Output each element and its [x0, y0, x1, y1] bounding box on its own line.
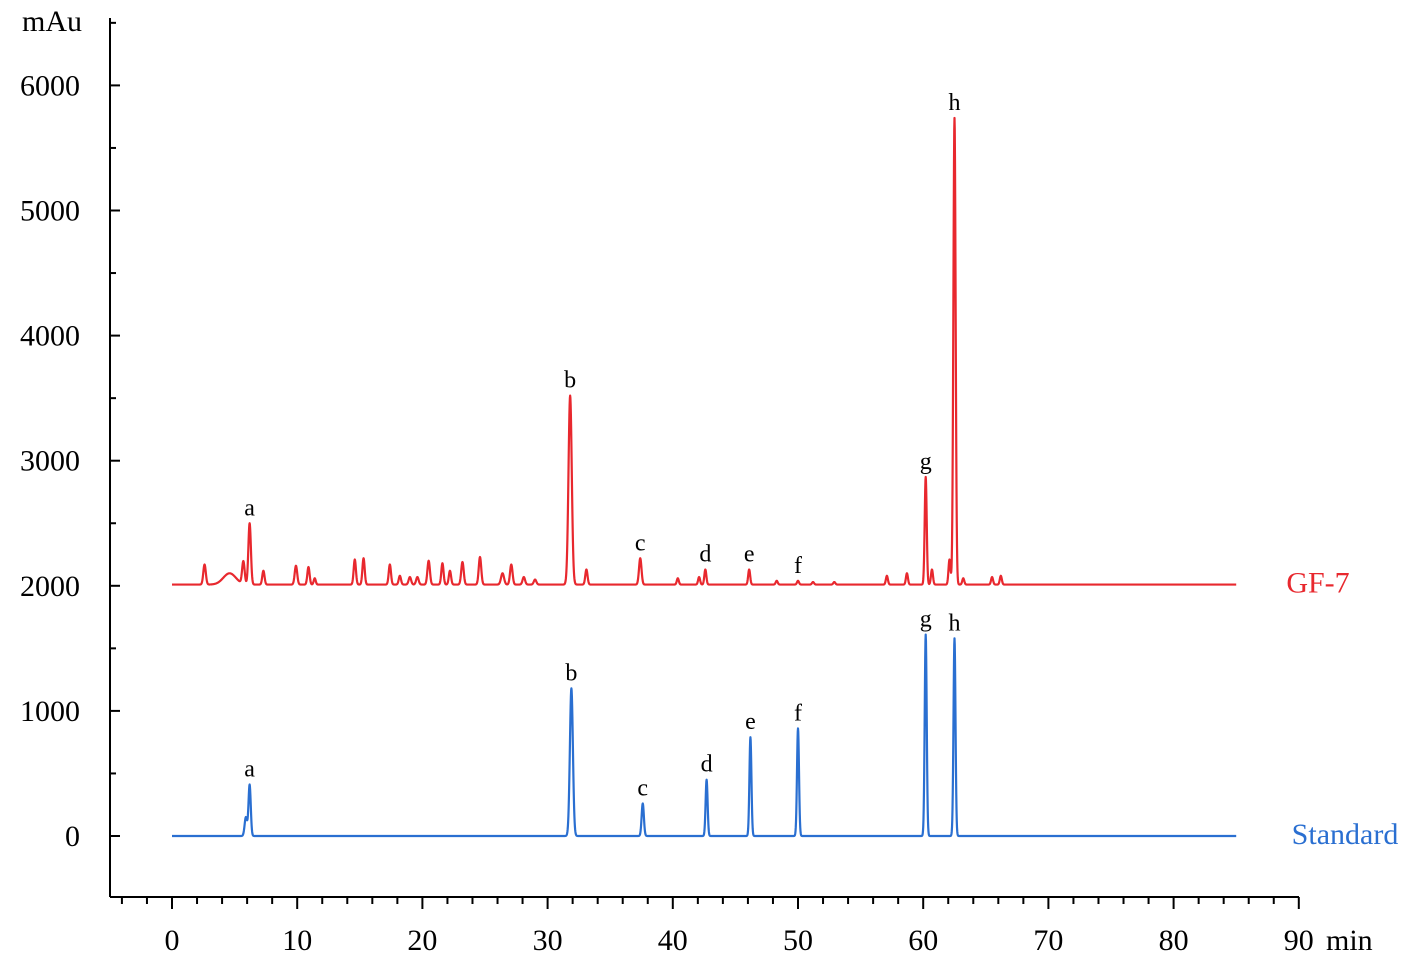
legend-layer: GF-7 Standard — [1286, 567, 1398, 851]
peak-label-a: a — [244, 495, 255, 521]
y-tick-label: 4000 — [20, 320, 80, 353]
series-line-standard — [171, 633, 1238, 838]
y-tick-label: 6000 — [20, 69, 80, 102]
peak-label-a: a — [244, 757, 255, 783]
series-name-standard: Standard — [1292, 818, 1399, 851]
x-tick-label: 90 — [1284, 924, 1314, 957]
x-axis-unit-label: min — [1326, 924, 1373, 957]
series-name-gf-7: GF-7 — [1286, 567, 1349, 600]
y-tick-label: 3000 — [20, 445, 80, 478]
x-tick-label: 40 — [658, 924, 688, 957]
series-line-gf-7 — [171, 116, 1238, 586]
peak-label-d: d — [699, 542, 711, 568]
peak-label-c: c — [637, 775, 648, 801]
y-axis-unit-label: mAu — [22, 5, 82, 38]
x-tick-label: 10 — [282, 924, 312, 957]
x-tick-label: 30 — [533, 924, 563, 957]
x-tick-label: 20 — [407, 924, 437, 957]
x-tick-label: 80 — [1159, 924, 1189, 957]
peak-label-c: c — [635, 530, 646, 556]
axes-layer: 0 1000 2000 3000 4000 5000 6000 0 10 20 30 40 50 60 70… — [20, 5, 1373, 957]
x-tick-label: 0 — [165, 924, 180, 957]
peak-label-h: h — [949, 610, 961, 636]
y-tick-label: 2000 — [20, 570, 80, 603]
peak-label-e: e — [744, 542, 755, 568]
y-tick-label: 5000 — [20, 195, 80, 228]
y-tick-label: 1000 — [20, 695, 80, 728]
x-tick-label: 60 — [908, 924, 938, 957]
peak-label-g: g — [920, 607, 932, 633]
peak-label-d: d — [701, 752, 713, 778]
peak-label-b: b — [565, 660, 577, 686]
peak-label-b: b — [564, 368, 576, 394]
y-tick-label: 0 — [65, 820, 80, 853]
peak-label-f: f — [794, 553, 802, 579]
series-layer — [171, 116, 1238, 838]
peak-label-e: e — [745, 709, 756, 735]
peak-label-h: h — [949, 90, 961, 116]
peak-label-f: f — [794, 700, 802, 726]
x-tick-label: 50 — [783, 924, 813, 957]
x-tick-label: 70 — [1033, 924, 1063, 957]
peak-label-g: g — [920, 449, 932, 475]
